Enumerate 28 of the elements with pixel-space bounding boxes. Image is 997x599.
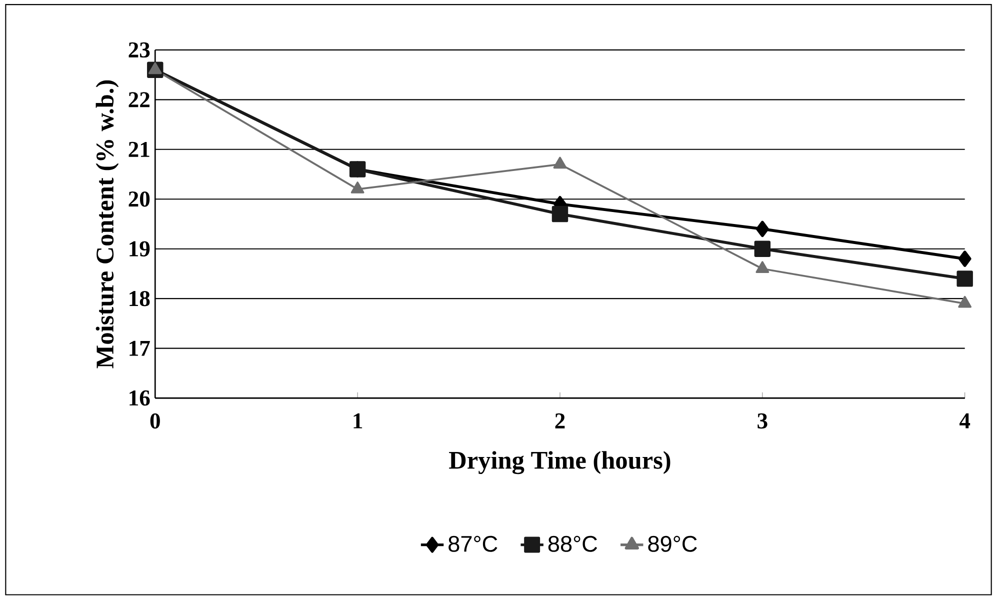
y-tick-label: 21 [128, 142, 150, 157]
y-tick-label: 17 [130, 340, 150, 356]
point [958, 250, 972, 267]
legend-label: 89°C [648, 536, 697, 552]
point [956, 270, 973, 287]
y-tick-label: 19 [130, 241, 150, 256]
y-tick-label: 22 [128, 92, 150, 108]
x-axis-title: Drying Time (hours) [449, 451, 670, 474]
legend-label: 87°C [448, 536, 498, 552]
y-tick-label: 16 [130, 390, 150, 406]
point [756, 261, 770, 274]
point [552, 206, 568, 222]
point [350, 182, 364, 194]
y-tick-label: 18 [130, 290, 150, 306]
x-tick-label: 0 [150, 413, 160, 429]
y-axis-title: Moisture Content (% w.b.) [96, 80, 119, 368]
x-tick-label: 1 [354, 413, 362, 428]
point [756, 220, 769, 238]
point [148, 62, 162, 74]
x-tick-label: 2 [555, 413, 565, 428]
point [553, 156, 567, 169]
point [754, 240, 771, 257]
y-tick-label: 20 [128, 192, 150, 207]
x-tick-label: 3 [758, 413, 768, 429]
legend-label: 88°C [548, 536, 598, 552]
x-tick-label: 4 [959, 413, 970, 428]
point [958, 296, 972, 308]
y-tick-label: 23 [128, 42, 150, 58]
